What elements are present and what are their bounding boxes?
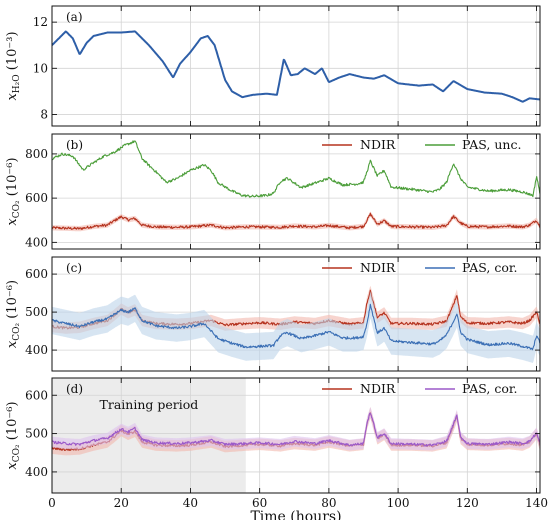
legend-label-0: NDIR xyxy=(360,260,396,275)
legend-label-0: NDIR xyxy=(360,381,396,396)
panel-0: 8 10 12 xH₂O (10⁻³) (a) xyxy=(5,5,541,127)
x-tick-label: 40 xyxy=(183,496,198,510)
series-line-0 xyxy=(52,212,540,230)
series-line-0 xyxy=(52,30,540,103)
axes-frame xyxy=(51,5,541,127)
series-line-1 xyxy=(52,412,540,447)
x-tick-label: 80 xyxy=(321,496,336,510)
y-tick-label: 600 xyxy=(25,191,48,205)
y-tick-label: 600 xyxy=(25,388,48,402)
series-line-1 xyxy=(52,140,540,198)
y-tick-label: 8 xyxy=(40,107,48,121)
x-tick-label: 20 xyxy=(114,496,129,510)
series-group xyxy=(52,140,540,232)
x-tick-label: 0 xyxy=(48,496,56,510)
legend-label-1: PAS, unc. xyxy=(462,137,521,152)
x-tick-label: 140 xyxy=(525,496,548,510)
training-shade xyxy=(52,378,246,493)
x-tick-label: 120 xyxy=(456,496,479,510)
uncertainty-band-1 xyxy=(52,407,540,451)
y-tick-label: 600 xyxy=(25,267,48,281)
y-axis-label: xH₂O (10⁻³) xyxy=(5,31,22,100)
legend-label-1: PAS, cor. xyxy=(462,381,517,396)
axes-frame xyxy=(51,256,541,372)
x-tick-label: 100 xyxy=(387,496,410,510)
y-tick-label: 10 xyxy=(33,61,48,75)
axes-frame xyxy=(51,377,541,494)
y-tick-label: 500 xyxy=(25,427,48,441)
legend-label-1: PAS, cor. xyxy=(462,260,517,275)
panel-label: (a) xyxy=(66,10,83,24)
y-tick-label: 12 xyxy=(33,15,48,29)
series-group xyxy=(52,30,540,103)
uncertainty-band-0 xyxy=(52,211,540,232)
series-group xyxy=(52,407,540,456)
y-tick-label: 800 xyxy=(25,147,48,161)
y-tick-label: 400 xyxy=(25,343,48,357)
x-tick-label: 60 xyxy=(252,496,267,510)
panel-label: (b) xyxy=(66,138,83,152)
legend-label-0: NDIR xyxy=(360,137,396,152)
y-axis-label: xCO₂ (10⁻⁶) xyxy=(5,157,22,225)
uncertainty-band-1 xyxy=(52,291,540,363)
panel-label: (c) xyxy=(66,261,82,275)
y-tick-label: 400 xyxy=(25,235,48,249)
panel-label: (d) xyxy=(66,382,83,396)
x-axis-label: Time (hours) xyxy=(250,509,341,520)
y-tick-label: 500 xyxy=(25,305,48,319)
panel-3: 0 20 40 60 80 100 120 140 Time (hours) 400 500 600x… xyxy=(5,377,548,520)
series-line-1 xyxy=(52,303,540,351)
series-group xyxy=(52,285,540,363)
axes-frame xyxy=(51,133,541,250)
y-tick-label: 400 xyxy=(25,465,48,479)
y-axis-label: xCO₂ (10⁻⁶) xyxy=(5,280,22,348)
y-axis-label: xCO₂ (10⁻⁶) xyxy=(5,401,22,469)
training-period-label: Training period xyxy=(100,397,199,412)
